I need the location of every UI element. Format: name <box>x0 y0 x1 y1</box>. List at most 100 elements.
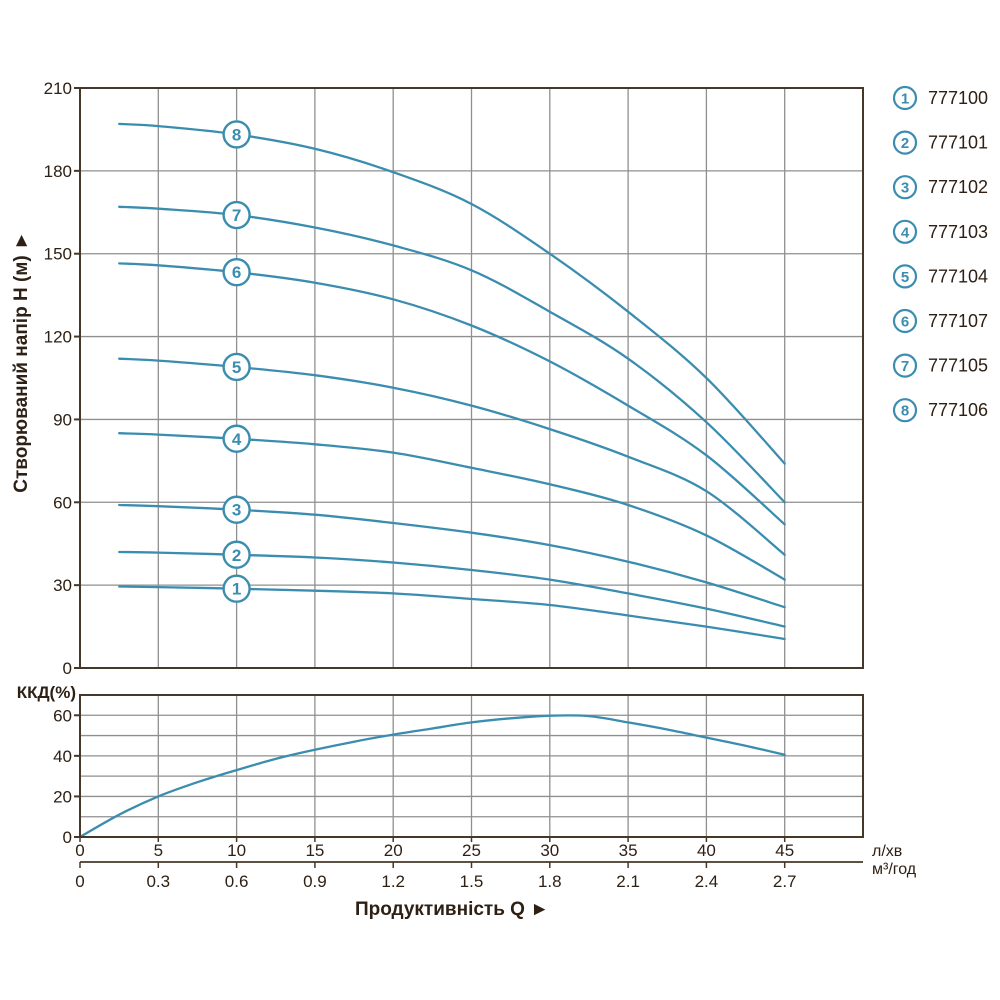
legend-item-777105: 7 777105 <box>892 353 988 378</box>
x-tick-label: 15 <box>305 841 324 860</box>
x-tick-label-secondary: 0.9 <box>303 872 327 891</box>
x-tick-label-secondary: 2.1 <box>616 872 640 891</box>
y-tick-label-main: 210 <box>44 79 72 98</box>
unit-liters-per-minute-label: л/хв <box>872 843 902 860</box>
legend-marker-icon <box>892 130 918 155</box>
x-tick-label-secondary: 0.3 <box>146 872 170 891</box>
y-tick-label-main: 90 <box>53 410 72 429</box>
legend-item-777102: 3 777102 <box>892 175 988 200</box>
legend-marker-number: 4 <box>901 224 910 241</box>
curve-marker-circle-icon <box>222 424 251 453</box>
curve-marker-1: 1 <box>222 574 251 603</box>
curve-marker-circle-icon <box>222 258 251 287</box>
curve-efficiency <box>78 714 786 839</box>
x-axis-label: Продуктивність Q ► <box>355 899 549 920</box>
curve-777100 <box>118 585 786 641</box>
x-tick-label: 35 <box>619 841 638 860</box>
curve-marker-6: 6 <box>222 258 251 287</box>
unit-cubic-meters-per-hour-label: м³/год <box>872 861 917 878</box>
x-tick-label-secondary: 0 <box>75 872 84 891</box>
grid-lines <box>80 88 863 837</box>
head-chart-frame <box>79 87 864 669</box>
legend-item-777106: 8 777106 <box>892 398 988 423</box>
curve-marker-5: 5 <box>222 352 251 382</box>
efficiency-axis-label: ККД(%) <box>17 683 76 702</box>
x-tick-label-secondary: 2.7 <box>773 872 797 891</box>
legend-item-777103: 4 777103 <box>892 219 988 244</box>
x-tick-label: 10 <box>227 841 246 860</box>
legend-code-label: 777100 <box>928 88 988 108</box>
x-tick-label: 25 <box>462 841 481 860</box>
x-tick-label: 40 <box>697 841 716 860</box>
curve-777103 <box>118 432 786 581</box>
x-tick-label-secondary: 1.8 <box>538 872 562 891</box>
legend-marker-number: 2 <box>901 135 909 152</box>
x-tick-label: 5 <box>154 841 163 860</box>
legend-marker-number: 1 <box>901 91 909 108</box>
legend-marker-number: 6 <box>901 314 909 331</box>
legend-item-777104: 5 777104 <box>892 264 988 289</box>
curve-marker-2: 2 <box>222 540 251 569</box>
curve-marker-8: 8 <box>222 120 251 149</box>
curve-marker-circle-icon <box>222 574 251 603</box>
legend-code-label: 777102 <box>928 177 988 197</box>
curve-marker-circle-icon <box>222 540 251 569</box>
y-tick-label-eff: 60 <box>53 706 72 725</box>
legend-code-label: 777107 <box>928 311 988 331</box>
curve-marker-circle-icon <box>222 120 251 149</box>
legend-marker-number: 5 <box>901 269 909 286</box>
x-tick-label: 45 <box>775 841 794 860</box>
curve-777101 <box>118 550 786 628</box>
y-tick-label-eff: 0 <box>63 828 72 847</box>
curve-marker-number: 1 <box>232 580 241 599</box>
legend-marker-icon <box>892 175 918 200</box>
y-tick-label-main: 60 <box>53 493 72 512</box>
y-axis-label: Створюваний напір Н (м) ► <box>11 231 32 492</box>
curve-marker-number: 2 <box>232 546 241 565</box>
curve-marker-circle-icon <box>222 495 251 524</box>
curve-marker-number: 6 <box>232 263 241 282</box>
legend-code-label: 777105 <box>928 356 988 376</box>
curve-777104 <box>118 357 786 556</box>
legend-code-label: 777104 <box>928 266 988 286</box>
legend-marker-icon <box>892 398 918 423</box>
x-tick-label-secondary: 0.6 <box>225 872 249 891</box>
x-tick-label: 30 <box>540 841 559 860</box>
legend-marker-icon <box>892 219 918 244</box>
y-tick-label-main: 0 <box>63 659 72 678</box>
curve-777106 <box>118 122 786 465</box>
x-tick-label-secondary: 1.2 <box>381 872 405 891</box>
curve-marker-number: 7 <box>232 206 241 225</box>
y-tick-label-main: 30 <box>53 576 72 595</box>
curve-marker-number: 5 <box>232 358 241 377</box>
curve-marker-number: 8 <box>232 125 241 144</box>
legend-marker-icon <box>892 353 918 378</box>
curve-number-markers: 1 2 3 4 5 6 7 8 <box>222 120 251 603</box>
x-tick-label-secondary: 1.5 <box>460 872 484 891</box>
legend-item-777100: 1 777100 <box>892 85 988 111</box>
y-tick-label-eff: 20 <box>53 787 72 806</box>
legend-marker-number: 8 <box>901 403 909 420</box>
legend-code-label: 777106 <box>928 400 988 420</box>
curve-marker-4: 4 <box>222 424 251 453</box>
legend-marker-icon <box>892 264 918 289</box>
curve-marker-number: 3 <box>232 501 241 520</box>
curve-marker-circle-icon <box>222 200 251 230</box>
curve-777107 <box>118 262 786 526</box>
legend-item-777101: 2 777101 <box>892 130 988 155</box>
curve-marker-circle-icon <box>222 352 251 382</box>
legend-code-label: 777103 <box>928 222 988 242</box>
y-tick-label-eff: 40 <box>53 747 72 766</box>
legend-marker-icon <box>892 85 918 111</box>
y-tick-label-main: 180 <box>44 162 72 181</box>
x-tick-label: 20 <box>384 841 403 860</box>
legend-item-777107: 6 777107 <box>892 308 988 334</box>
legend: 1 777100 2 777101 3 777102 4 777103 5 777104 6 7771… <box>892 85 988 423</box>
x-tick-label: 0 <box>75 841 84 860</box>
legend-marker-number: 3 <box>901 180 909 197</box>
legend-marker-number: 7 <box>901 358 909 375</box>
legend-code-label: 777101 <box>928 133 988 153</box>
curve-777105 <box>118 205 786 504</box>
curve-marker-7: 7 <box>222 200 251 230</box>
